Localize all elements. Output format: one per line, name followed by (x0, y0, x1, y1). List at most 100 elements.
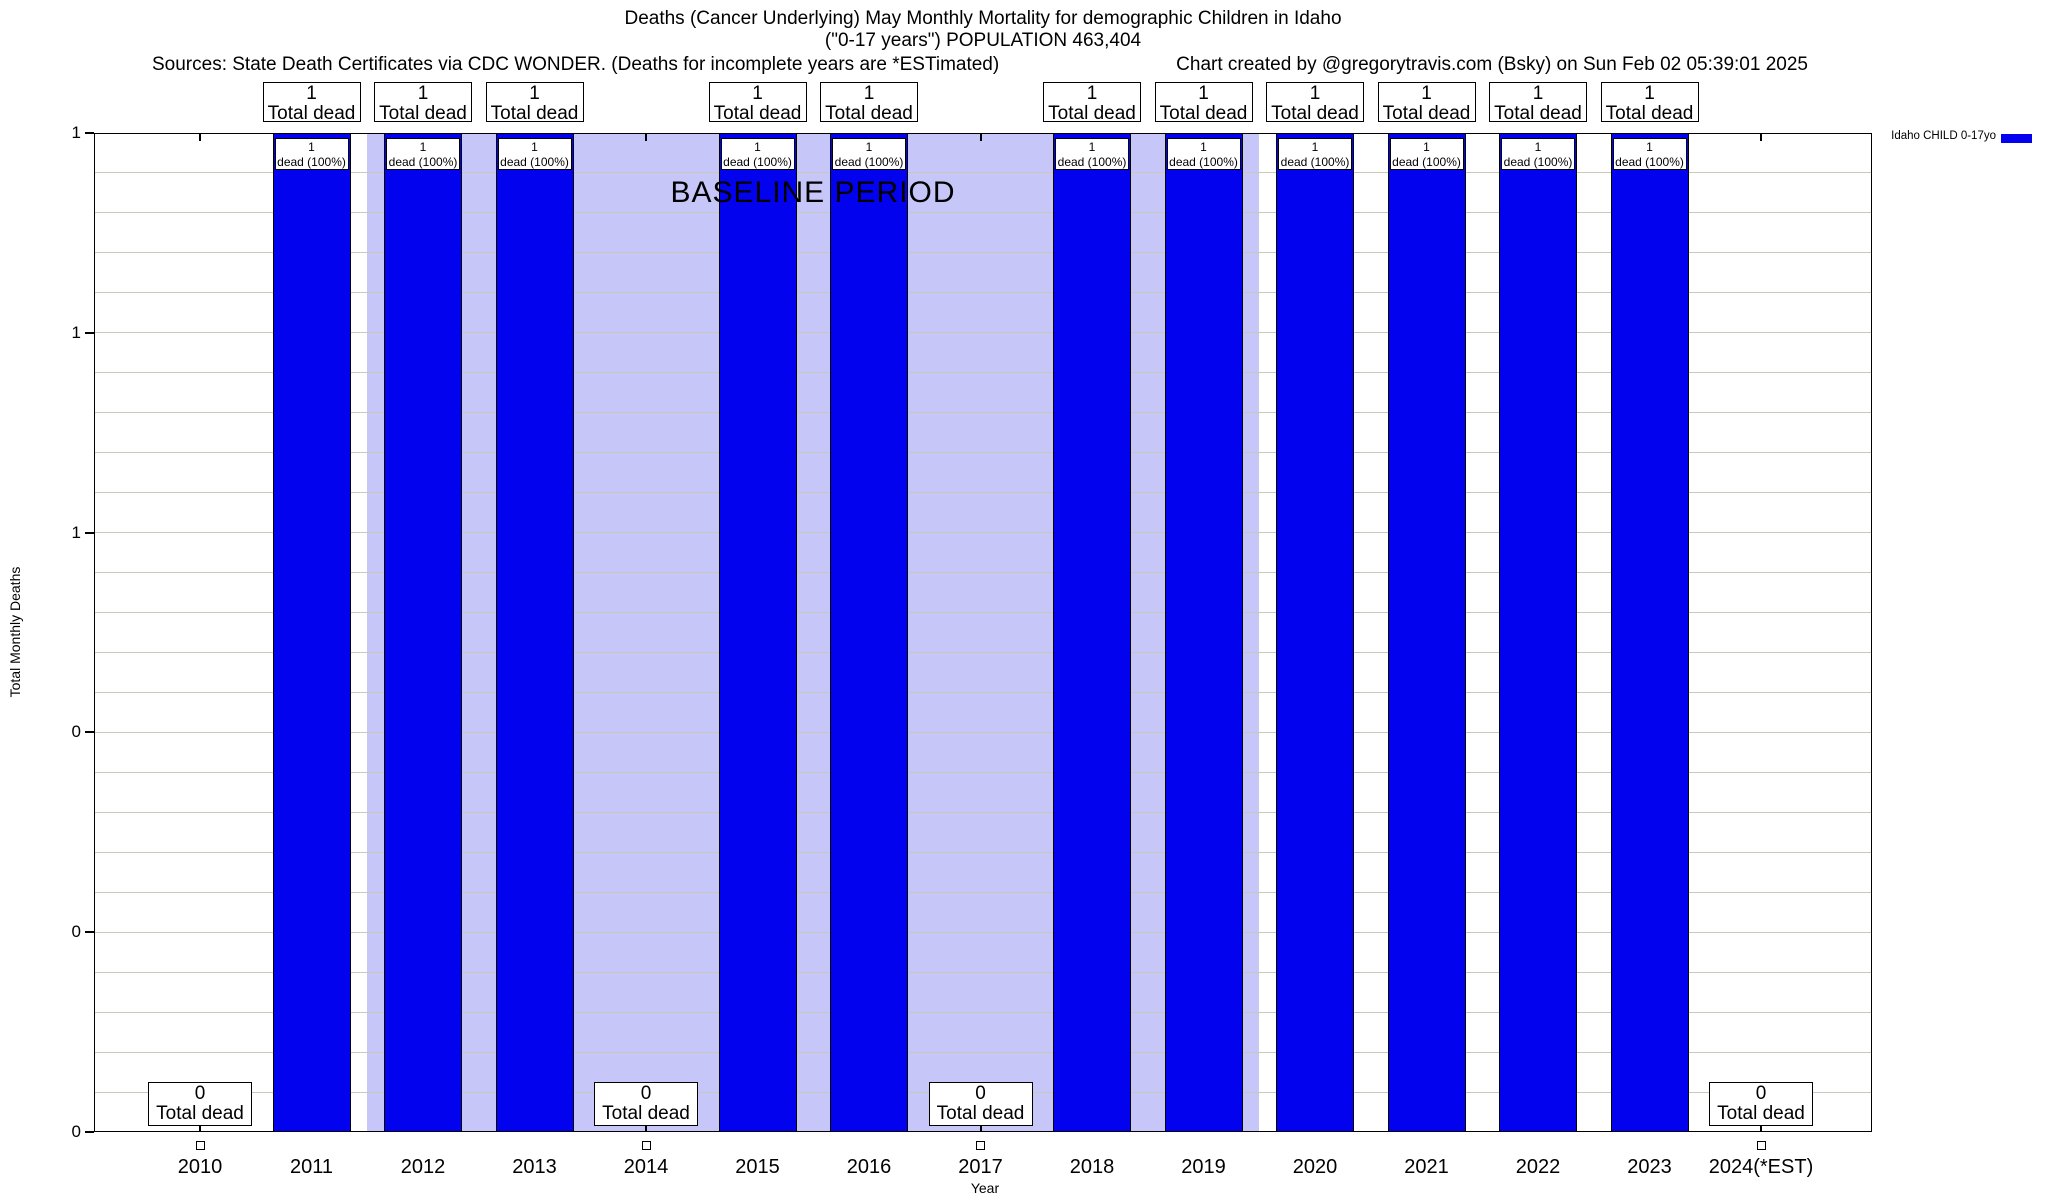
zero-total-dead-box-2010: 0 Total dead (148, 1082, 252, 1126)
bar-2013: 1 dead (100%) (495, 133, 574, 1132)
zero-marker-2014 (641, 1141, 651, 1150)
gridline (94, 412, 1872, 414)
y-tick (85, 531, 94, 534)
bar-inner-label-2020: 1 dead (100%) (1278, 138, 1352, 170)
gridline (94, 492, 1872, 494)
leader-line-2014 (645, 1126, 647, 1132)
y-tick-label: 0 (71, 922, 81, 942)
bar-2021: 1 dead (100%) (1387, 133, 1466, 1132)
leader-line-2024(*EST) (1760, 1126, 1762, 1132)
bar-inner-label-2018: 1 dead (100%) (1055, 138, 1129, 170)
year-label-2021: 2021 (1404, 1156, 1449, 1178)
chart-credit: Chart created by @gregorytravis.com (Bsk… (1176, 54, 1808, 75)
bar-2019: 1 dead (100%) (1164, 133, 1243, 1132)
gridline (94, 1051, 1872, 1053)
gridline (94, 252, 1872, 254)
total-dead-box-2021: 1 Total dead (1377, 82, 1476, 124)
gridline (94, 452, 1872, 454)
zero-total-dead-box-2017: 0 Total dead (928, 1082, 1033, 1126)
bar-2023: 1 dead (100%) (1610, 133, 1689, 1132)
year-label-2011: 2011 (289, 1156, 333, 1178)
bar-2016: 1 dead (100%) (830, 133, 908, 1132)
x-axis-title: Year (970, 1180, 1000, 1196)
year-label-2022: 2022 (1515, 1156, 1561, 1178)
bar-2015: 1 dead (100%) (718, 133, 797, 1132)
top-tick-2017 (979, 134, 982, 141)
bar-2018: 1 dead (100%) (1053, 133, 1131, 1132)
chart-subtitle: ("0-17 years") POPULATION 463,404 (824, 30, 1142, 51)
total-dead-box-2023: 1 Total dead (1600, 82, 1699, 124)
year-label-2010: 2010 (177, 1156, 223, 1178)
bar-inner-label-2012: 1 dead (100%) (386, 138, 460, 170)
leader-line-2010 (199, 1126, 201, 1132)
bar-2022: 1 dead (100%) (1499, 133, 1577, 1132)
gridline (94, 731, 1872, 733)
year-label-2012: 2012 (400, 1156, 446, 1178)
gridline (94, 172, 1872, 174)
year-label-2018: 2018 (1069, 1156, 1115, 1178)
legend-swatch (2001, 134, 2032, 143)
gridline (94, 292, 1872, 294)
bar-inner-label-2015: 1 dead (100%) (720, 138, 795, 170)
year-label-2019: 2019 (1181, 1156, 1226, 1178)
gridline (94, 931, 1872, 933)
year-label-2024(*EST): 2024(*EST) (1708, 1156, 1814, 1178)
gridline (94, 212, 1872, 214)
bar-2012: 1 dead (100%) (384, 133, 462, 1132)
year-label-2014: 2014 (623, 1156, 669, 1178)
top-tick-2024(*EST) (1760, 134, 1762, 141)
bar-2020: 1 dead (100%) (1276, 133, 1354, 1132)
bar-inner-label-2022: 1 dead (100%) (1501, 138, 1575, 170)
y-tick (85, 331, 94, 334)
gridline (94, 971, 1872, 973)
year-label-2013: 2013 (512, 1156, 557, 1178)
top-tick-2014 (645, 134, 647, 141)
total-dead-box-2011: 1 Total dead (262, 82, 361, 124)
gridline (94, 851, 1872, 853)
gridline (94, 771, 1872, 773)
total-dead-box-2022: 1 Total dead (1489, 82, 1587, 124)
y-tick-label: 1 (71, 322, 81, 342)
total-dead-box-2016: 1 Total dead (820, 82, 918, 124)
y-tick-label: 0 (71, 1122, 81, 1141)
legend-label: Idaho CHILD 0-17yo (1891, 130, 1996, 142)
gridline (94, 691, 1872, 693)
bar-2011: 1 dead (100%) (272, 133, 351, 1132)
gridline (94, 1011, 1872, 1013)
top-tick-2010 (199, 134, 201, 141)
gridline (94, 332, 1872, 334)
year-label-2015: 2015 (735, 1156, 780, 1178)
chart-title: Deaths (Cancer Underlying) May Monthly M… (624, 8, 1342, 29)
bar-inner-label-2021: 1 dead (100%) (1389, 138, 1464, 170)
year-label-2020: 2020 (1292, 1156, 1338, 1178)
bar-inner-label-2013: 1 dead (100%) (497, 138, 572, 170)
y-tick-label: 0 (71, 722, 81, 742)
gridline (94, 891, 1872, 893)
gridline (94, 372, 1872, 374)
gridline (94, 572, 1872, 574)
sources-note: Sources: State Death Certificates via CD… (152, 54, 1000, 75)
y-tick (85, 731, 94, 734)
y-tick-label: 1 (71, 522, 81, 542)
year-label-2023: 2023 (1627, 1156, 1672, 1178)
bar-inner-label-2011: 1 dead (100%) (274, 138, 349, 170)
baseline-period-label: BASELINE PERIOD (670, 176, 956, 209)
leader-line-2017 (979, 1126, 982, 1132)
total-dead-box-2015: 1 Total dead (708, 82, 807, 124)
year-label-2017: 2017 (958, 1156, 1003, 1178)
y-tick-label: 1 (71, 123, 81, 142)
gridline (94, 612, 1872, 614)
zero-marker-2010 (195, 1141, 205, 1150)
gridline (94, 651, 1872, 653)
bar-inner-label-2019: 1 dead (100%) (1166, 138, 1241, 170)
total-dead-box-2013: 1 Total dead (485, 82, 584, 124)
zero-total-dead-box-2014: 0 Total dead (594, 1082, 698, 1126)
y-tick (85, 132, 94, 134)
bar-inner-label-2023: 1 dead (100%) (1612, 138, 1687, 170)
total-dead-box-2018: 1 Total dead (1043, 82, 1141, 124)
y-tick (85, 1131, 94, 1133)
zero-total-dead-box-2024(*EST): 0 Total dead (1709, 1082, 1813, 1126)
zero-marker-2024(*EST) (1756, 1141, 1766, 1150)
total-dead-box-2012: 1 Total dead (374, 82, 472, 124)
